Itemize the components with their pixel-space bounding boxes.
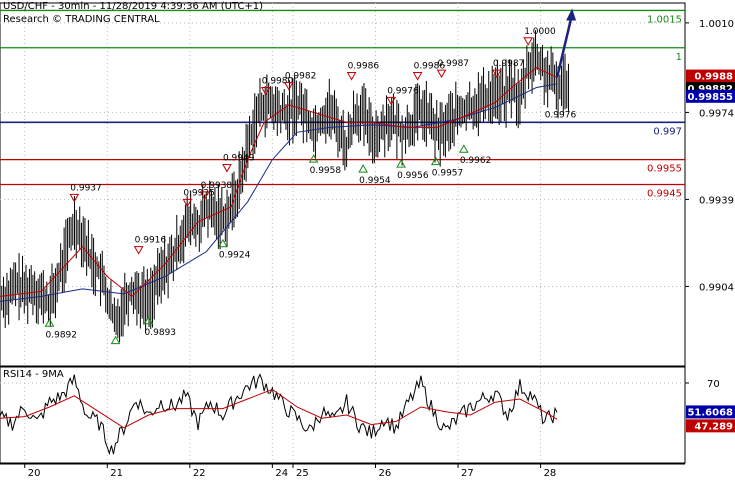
swing-high-marker xyxy=(283,82,294,91)
price-badge xyxy=(686,89,735,103)
x-tick-label: 25 xyxy=(296,468,309,479)
price-panel: 1.0010 0.9974 0.9939 0.9904 1.0015 1 0.997 0.99… xyxy=(0,2,734,463)
swing-low-marker xyxy=(143,315,154,325)
swing-high-marker xyxy=(260,86,271,96)
swing-high-marker xyxy=(412,72,423,81)
y-tick-label: 0.9939 xyxy=(699,195,734,206)
swing-high-label: 0.9916 xyxy=(135,236,167,246)
swing-low-marker xyxy=(358,164,368,173)
swing-low-label: 0.9958 xyxy=(310,166,342,176)
swing-high-label: 0.9935 xyxy=(183,188,215,198)
swing-high-marker xyxy=(182,198,193,208)
x-tick-label: 28 xyxy=(544,468,557,479)
y-tick-label: 1.0010 xyxy=(699,19,734,30)
rsi-badge xyxy=(686,419,735,433)
swing-low-label: 0.9893 xyxy=(145,328,177,338)
time-axis: 20 21 22 24 25 26 27 28 xyxy=(0,463,685,479)
fast-ma-line xyxy=(0,67,558,298)
x-tick-label: 26 xyxy=(379,468,392,479)
x-tick-label: 24 xyxy=(275,468,288,479)
level-label: 0.9945 xyxy=(647,189,682,200)
swing-high-marker xyxy=(199,191,210,200)
swing-low-marker xyxy=(110,335,121,345)
rsi-badge xyxy=(686,405,735,419)
swing-low-marker xyxy=(44,318,55,327)
swing-high-marker xyxy=(133,246,144,255)
swing-high-label: 0.9982 xyxy=(285,72,317,82)
rsi-panel-title: RSI14 - 9MA xyxy=(3,369,64,380)
swing-low-marker xyxy=(396,159,406,168)
swing-high-marker xyxy=(346,72,357,81)
forecast-arrow-head xyxy=(566,8,577,21)
price-bars xyxy=(0,30,569,343)
swing-low-marker xyxy=(308,154,319,163)
swing-high-label: 0.9987 xyxy=(438,59,470,69)
price-badge-label: 0.99855 xyxy=(687,92,733,103)
slow-ma-line xyxy=(0,83,558,302)
swing-high-marker xyxy=(222,164,232,173)
swing-high-label: 0.9976 xyxy=(387,86,419,96)
swing-high-marker xyxy=(523,37,534,46)
swing-high-label: 0.9980 xyxy=(262,76,294,86)
swing-low-label: 0.9892 xyxy=(46,330,78,340)
swing-low-marker xyxy=(217,238,228,248)
swing-high-label: 1.0000 xyxy=(524,27,556,37)
swing-low-label: 0.9957 xyxy=(432,169,464,179)
x-tick-label: 27 xyxy=(461,468,474,479)
rsi-line xyxy=(0,373,558,456)
swing-high-label: 0.9938 xyxy=(201,181,233,191)
swing-high-marker xyxy=(386,96,397,106)
x-tick-label: 21 xyxy=(110,468,123,479)
price-badge-label: 0.9988 xyxy=(694,72,733,83)
chart-title: USD/CHF - 30min - 11/28/2019 4:39:36 AM … xyxy=(3,1,264,12)
level-label: 0.997 xyxy=(653,126,682,137)
rsi-badge-label: 51.6068 xyxy=(687,407,733,418)
level-label: 1 xyxy=(676,52,682,63)
chart-subtitle: Research © TRADING CENTRAL xyxy=(3,14,160,25)
swing-low-marker xyxy=(430,156,441,166)
forecast-arrow-shaft xyxy=(555,18,573,78)
swing-low-marker xyxy=(458,144,469,153)
swing-high-label: 0.9986 xyxy=(348,62,380,72)
rsi-frame xyxy=(0,366,686,464)
level-label: 0.9955 xyxy=(647,164,682,175)
swing-low-label: 0.9924 xyxy=(219,251,251,261)
swing-high-marker xyxy=(436,69,447,79)
swing-high-marker xyxy=(69,193,80,203)
rsi-tick-label: 70 xyxy=(707,379,720,390)
price-badge-label: 0.99882 xyxy=(687,84,733,95)
rsi-panel: 70 xyxy=(0,366,720,464)
x-tick-label: 20 xyxy=(28,468,41,479)
swing-high-marker xyxy=(491,69,502,79)
y-tick-label: 0.9904 xyxy=(699,282,734,293)
x-tick-label: 22 xyxy=(193,468,206,479)
pivot-label: 0.9976 xyxy=(545,110,577,120)
price-badge xyxy=(686,69,735,83)
swing-high-label: 0.9986 xyxy=(414,62,446,72)
rsi-ma-line xyxy=(0,388,558,429)
swing-low-label: 0.9954 xyxy=(359,176,391,186)
swing-low-label: 0.9962 xyxy=(460,156,492,166)
swing-high-label: 0.9987 xyxy=(493,59,524,69)
swing-high-label: 0.9949 xyxy=(223,154,255,164)
y-tick-label: 0.9974 xyxy=(699,108,734,119)
swing-low-label: 0.9956 xyxy=(397,171,429,181)
swing-high-label: 0.9937 xyxy=(70,183,102,193)
rsi-badge-label: 47.289 xyxy=(694,421,733,432)
level-label: 1.0015 xyxy=(647,14,682,25)
